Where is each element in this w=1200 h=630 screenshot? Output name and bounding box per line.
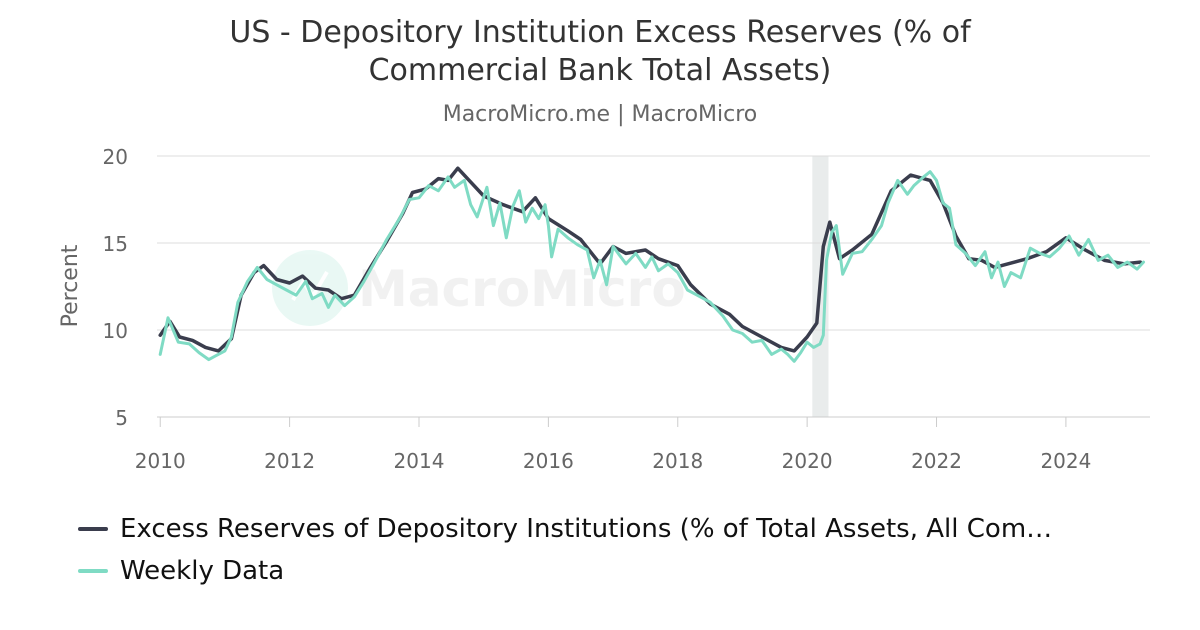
series-line-weekly [158,170,1145,363]
x-tick-label-2010: 2010 [135,449,186,473]
y-tick-label-10: 10 [103,319,128,343]
legend-item-weekly[interactable]: Weekly Data [78,550,1052,592]
y-tick-label-15: 15 [103,232,128,256]
chart-legend: Excess Reserves of Depository Institutio… [78,508,1052,592]
legend-swatch-weekly [78,569,108,573]
y-axis: 5 10 15 20 [103,145,128,430]
chart-title: US - Depository Institution Excess Reser… [229,15,971,88]
x-tick-label-2016: 2016 [523,449,574,473]
x-tick-label-2018: 2018 [652,449,703,473]
y-tick-label-20: 20 [103,145,128,169]
line-chart: MacroMicro 2010 2012 2014 2016 2018 2020 2022 2… [58,145,1150,473]
series-layer [158,166,1145,363]
x-tick-label-2012: 2012 [264,449,315,473]
x-tick-label-2022: 2022 [911,449,962,473]
legend-item-monthly[interactable]: Excess Reserves of Depository Institutio… [78,508,1052,550]
watermark-text: MacroMicro [358,260,686,318]
gridlines [157,155,1150,418]
y-axis-title: Percent [58,244,83,327]
x-tick-label-2014: 2014 [394,449,445,473]
chart-subtitle: MacroMicro.me | MacroMicro [442,102,758,127]
y-tick-label-5: 5 [115,406,128,430]
x-tick-label-2020: 2020 [782,449,833,473]
legend-swatch-monthly [78,527,108,531]
x-axis: 2010 2012 2014 2016 2018 2020 2022 2024 [135,417,1091,473]
x-tick-label-2024: 2024 [1040,449,1091,473]
legend-label-monthly: Excess Reserves of Depository Institutio… [120,514,1053,544]
legend-label-weekly: Weekly Data [120,556,285,586]
